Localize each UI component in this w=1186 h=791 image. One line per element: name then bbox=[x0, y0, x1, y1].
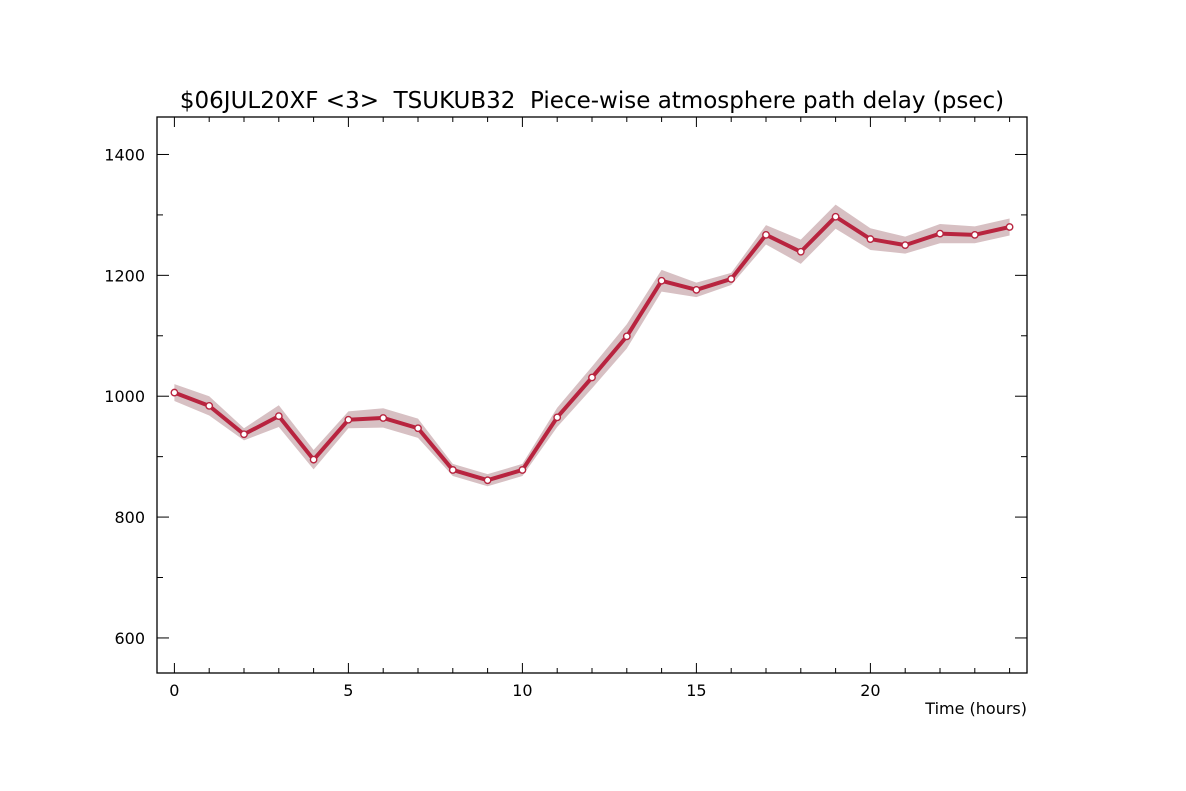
y-tick-label: 800 bbox=[114, 508, 145, 527]
data-point bbox=[901, 241, 910, 250]
x-tick-label: 20 bbox=[860, 681, 880, 700]
x-axis-label: Time (hours) bbox=[924, 699, 1027, 718]
data-point bbox=[379, 414, 388, 422]
data-point bbox=[831, 212, 840, 221]
axis-tick-labels: 0 5 10 15 20 600 800 1000 1200 1400 bbox=[104, 145, 880, 700]
data-point bbox=[518, 466, 527, 474]
data-point bbox=[762, 230, 770, 239]
data-point bbox=[1005, 223, 1014, 231]
series-line bbox=[172, 214, 1012, 483]
y-tick-label: 1000 bbox=[104, 387, 145, 406]
y-tick-label: 1200 bbox=[104, 266, 145, 285]
data-point bbox=[866, 235, 875, 243]
data-point bbox=[344, 415, 353, 424]
data-point bbox=[657, 276, 666, 285]
series-lines bbox=[172, 214, 1012, 483]
data-point bbox=[170, 388, 179, 397]
data-point bbox=[588, 373, 596, 382]
y-tick-label: 1400 bbox=[104, 145, 145, 164]
axis-ticks bbox=[157, 117, 1027, 673]
data-point bbox=[414, 424, 422, 433]
plot-frame bbox=[156, 116, 1028, 674]
data-point bbox=[205, 401, 214, 410]
data-point bbox=[692, 285, 701, 294]
data-point bbox=[936, 229, 944, 238]
data-point bbox=[309, 455, 318, 464]
data-point bbox=[274, 412, 283, 421]
data-point bbox=[483, 476, 492, 485]
y-tick-label: 600 bbox=[114, 629, 145, 648]
data-point bbox=[970, 230, 979, 239]
x-tick-label: 15 bbox=[686, 681, 706, 700]
x-tick-label: 5 bbox=[343, 681, 353, 700]
x-tick-label: 0 bbox=[169, 681, 179, 700]
data-point bbox=[796, 247, 805, 256]
series-points bbox=[170, 212, 1014, 485]
data-point bbox=[240, 430, 248, 439]
x-tick-label: 10 bbox=[512, 681, 532, 700]
data-point bbox=[727, 275, 736, 283]
data-point bbox=[448, 466, 457, 474]
data-point bbox=[622, 332, 631, 341]
data-point bbox=[553, 413, 562, 422]
chart-title: $06JUL20XF <3> TSUKUB32 Piece-wise atmos… bbox=[180, 88, 1004, 114]
